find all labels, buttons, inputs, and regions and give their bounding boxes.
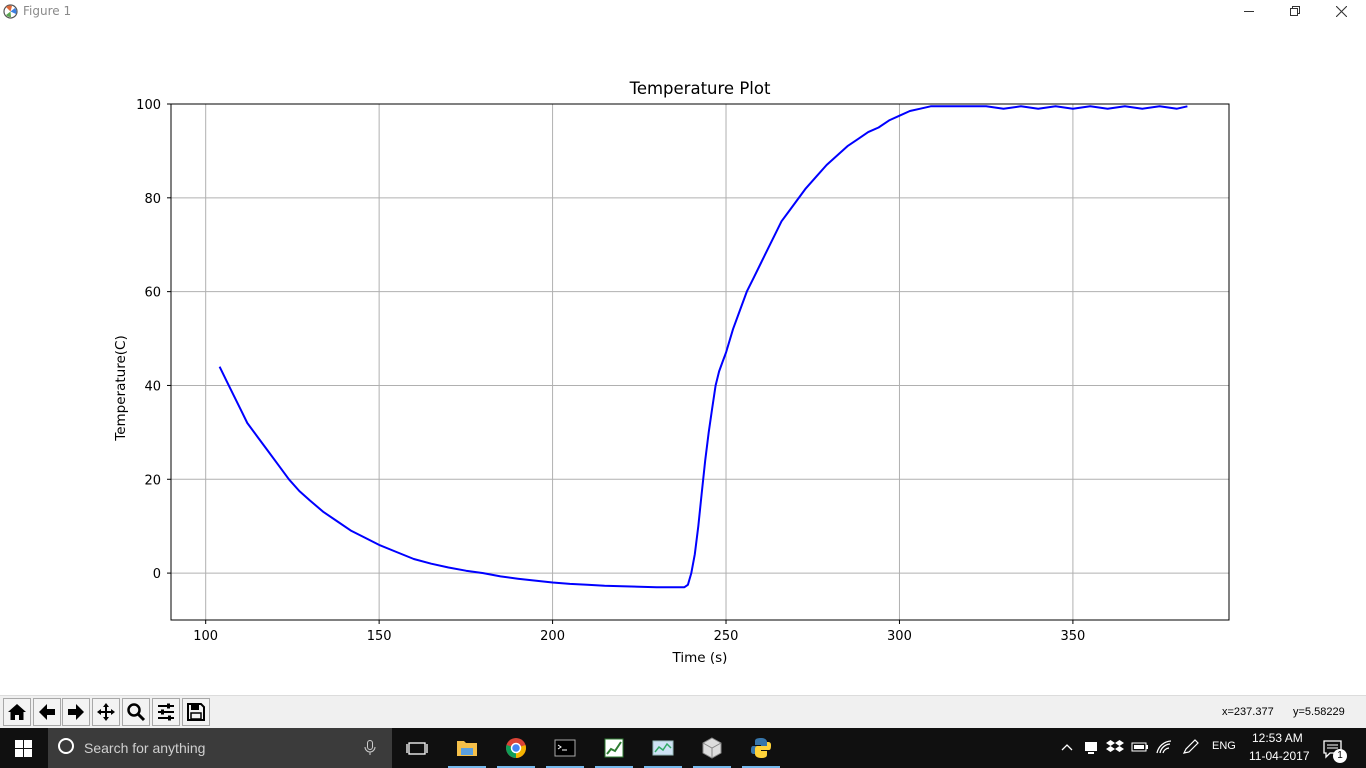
back-button[interactable] <box>33 698 61 726</box>
configure-subplots-icon <box>158 703 174 721</box>
search-box[interactable]: Search for anything <box>48 728 392 768</box>
temperature-chart: 100 150 200 250 300 350 0 20 40 60 80 100 Temperatu… <box>113 79 1230 666</box>
taskbar-file-explorer[interactable] <box>444 728 490 768</box>
taskbar-command-prompt[interactable] <box>542 728 588 768</box>
action-center-icon[interactable] <box>1322 738 1344 760</box>
x-tick-label: 300 <box>887 629 912 644</box>
zoom-button[interactable] <box>122 698 150 726</box>
running-indicator <box>448 766 486 768</box>
grid-lines <box>171 103 1229 620</box>
window-title: Figure 1 <box>23 4 72 18</box>
running-indicator <box>497 766 535 768</box>
save-button[interactable] <box>182 698 210 726</box>
save-icon <box>187 703 205 721</box>
chrome-icon <box>506 738 526 758</box>
battery-icon[interactable] <box>1131 739 1149 755</box>
cursor-x-readout: x=237.377 <box>1222 706 1274 718</box>
windows-logo-icon <box>15 740 32 757</box>
clock-time[interactable]: 12:53 AM <box>1252 731 1303 745</box>
x-tick-label: 100 <box>193 629 218 644</box>
terminal-icon <box>554 739 576 757</box>
wifi-icon[interactable] <box>1156 739 1174 755</box>
close-button[interactable] <box>1318 0 1364 24</box>
x-tick-label: 250 <box>714 629 739 644</box>
navigation-toolbar: x=237.377 y=5.58229 <box>0 695 1366 728</box>
x-tick-label: 200 <box>540 629 565 644</box>
back-icon <box>39 704 55 720</box>
close-icon <box>1336 6 1347 17</box>
graph-window-icon <box>652 740 674 756</box>
device-icon[interactable] <box>1083 739 1099 755</box>
cube-icon <box>702 737 722 759</box>
forward-icon <box>68 704 84 720</box>
dropbox-icon[interactable] <box>1106 739 1124 755</box>
window-title-bar: Figure 1 <box>0 0 1366 24</box>
pen-icon[interactable] <box>1182 739 1200 755</box>
folder-icon <box>457 741 477 756</box>
search-placeholder: Search for anything <box>84 740 206 756</box>
task-view-icon <box>406 742 428 755</box>
cortana-circle-icon <box>58 738 74 754</box>
y-tick-label: 40 <box>144 379 161 394</box>
cursor-y-readout: y=5.58229 <box>1293 706 1345 718</box>
start-button[interactable] <box>0 728 48 768</box>
input-language[interactable]: ENG <box>1212 740 1236 752</box>
running-indicator <box>546 766 584 768</box>
x-tick-label: 150 <box>367 629 392 644</box>
home-icon <box>8 704 26 720</box>
x-axis-label: Time (s) <box>672 650 728 666</box>
minimize-icon <box>1244 11 1254 12</box>
chevron-up-icon[interactable] <box>1060 739 1074 755</box>
y-axis-label: Temperature(C) <box>113 335 129 441</box>
taskbar: Search for anything <box>0 728 1366 768</box>
running-indicator <box>595 766 633 768</box>
restore-icon <box>1290 6 1300 16</box>
y-tick-label: 60 <box>144 286 161 301</box>
y-tick-label: 20 <box>144 473 161 488</box>
minimize-button[interactable] <box>1226 0 1272 24</box>
y-tick-label: 100 <box>136 98 161 113</box>
clock-date[interactable]: 11-04-2017 <box>1249 749 1310 763</box>
spreadsheet-icon <box>604 738 624 758</box>
configure-subplots-button[interactable] <box>152 698 180 726</box>
forward-button[interactable] <box>62 698 90 726</box>
taskbar-spreadsheet-app[interactable] <box>591 728 637 768</box>
series-line <box>218 105 1188 589</box>
taskbar-chrome[interactable] <box>493 728 539 768</box>
chart-title: Temperature Plot <box>629 79 771 98</box>
pan-icon <box>97 703 115 721</box>
axis-ticks: 100 150 200 250 300 350 0 20 40 60 80 100 <box>136 98 1085 644</box>
axes-frame <box>170 103 1230 621</box>
running-indicator <box>742 766 780 768</box>
taskbar-3d-app[interactable] <box>689 728 735 768</box>
task-view-button[interactable] <box>394 728 440 768</box>
x-tick-label: 350 <box>1060 629 1085 644</box>
python-icon <box>751 738 771 758</box>
app-icon <box>3 4 18 19</box>
y-tick-label: 80 <box>144 192 161 207</box>
restore-button[interactable] <box>1272 0 1318 24</box>
figure-canvas[interactable]: 100 150 200 250 300 350 0 20 40 60 80 100 Temperatu… <box>0 24 1366 695</box>
microphone-icon[interactable] <box>364 740 376 756</box>
taskbar-python[interactable] <box>738 728 784 768</box>
running-indicator <box>693 766 731 768</box>
taskbar-monitor-app[interactable] <box>640 728 686 768</box>
y-tick-label: 0 <box>153 567 161 582</box>
running-indicator <box>644 766 682 768</box>
zoom-icon <box>127 703 146 722</box>
pan-button[interactable] <box>92 698 120 726</box>
home-button[interactable] <box>3 698 31 726</box>
notification-badge: 1 <box>1333 749 1347 763</box>
